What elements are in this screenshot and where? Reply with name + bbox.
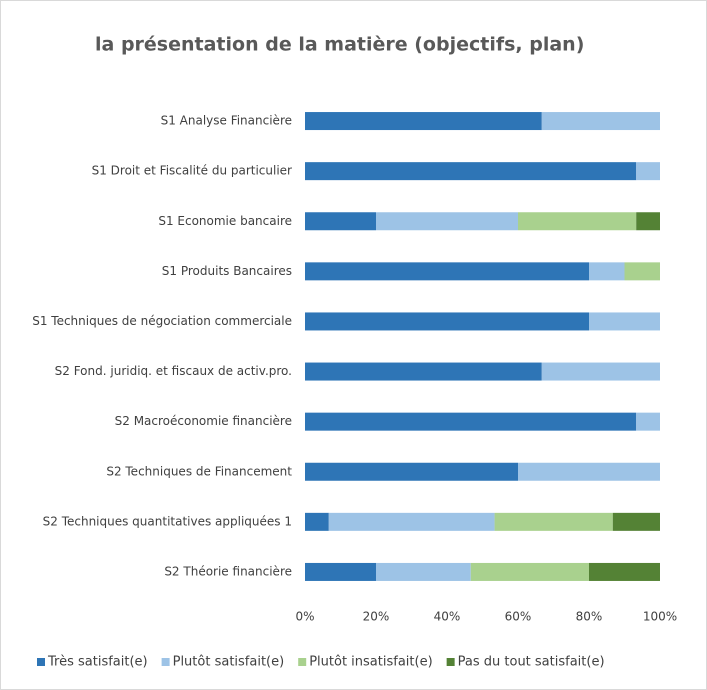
bar-segment [518, 212, 637, 231]
y-tick-label: S2 Techniques de Financement [106, 464, 292, 478]
y-tick-label: S2 Théorie financière [164, 564, 292, 578]
y-tick-label: S1 Produits Bancaires [162, 264, 292, 278]
y-tick-label: S2 Techniques quantitatives appliquées 1 [43, 514, 292, 528]
legend-label: Très satisfait(e) [47, 655, 148, 670]
bar-segment [305, 112, 542, 131]
bar-segment [518, 462, 660, 481]
chart-title: la présentation de la matière (objectifs… [95, 34, 584, 56]
y-tick-label: S2 Fond. juridiq. et fiscaux de activ.pr… [55, 364, 292, 378]
bar-segment [589, 262, 625, 281]
x-tick-label: 40% [434, 610, 461, 624]
y-tick-label: S1 Economie bancaire [158, 214, 292, 228]
legend-swatch [161, 658, 170, 666]
legend-swatch [37, 658, 45, 666]
y-tick-label: S2 Macroéconomie financière [115, 414, 292, 428]
bar-segment [305, 362, 542, 381]
bar-segment [541, 362, 660, 381]
y-tick-label: S1 Analyse Financière [161, 114, 292, 128]
legend-label: Plutôt satisfait(e) [173, 655, 285, 670]
bar-segment [328, 512, 495, 531]
bar-segment [305, 162, 637, 181]
x-tick-label: 20% [363, 610, 390, 624]
x-tick-label: 100% [643, 610, 677, 624]
bar-segment [636, 412, 660, 431]
y-tick-label: S1 Droit et Fiscalité du particulier [92, 164, 292, 178]
bar-segment [305, 312, 589, 331]
x-tick-label: 60% [505, 610, 532, 624]
bar-segment [305, 562, 376, 581]
x-tick-label: 80% [576, 610, 603, 624]
x-tick-label: 0% [295, 610, 314, 624]
bar-segment [589, 562, 660, 581]
bar-segment [305, 212, 376, 231]
y-tick-label: S1 Techniques de négociation commerciale [32, 314, 292, 328]
bar-segment [470, 562, 589, 581]
bar-segment [636, 212, 660, 231]
bar-segment [494, 512, 613, 531]
bar-segment [376, 212, 518, 231]
bar-segment [624, 262, 660, 281]
legend-swatch [446, 658, 455, 666]
bar-segment [305, 262, 589, 281]
bar-segment [305, 462, 518, 481]
bar-segment [541, 112, 660, 131]
bar-segment [376, 562, 471, 581]
legend-swatch [298, 658, 307, 666]
bar-segment [305, 512, 329, 531]
legend-label: Plutôt insatisfait(e) [309, 655, 432, 670]
bar-segment [305, 412, 637, 431]
bar-segment [612, 512, 660, 531]
bar-segment [636, 162, 660, 181]
legend-label: Pas du tout satisfait(e) [458, 655, 605, 670]
bar-segment [589, 312, 660, 331]
